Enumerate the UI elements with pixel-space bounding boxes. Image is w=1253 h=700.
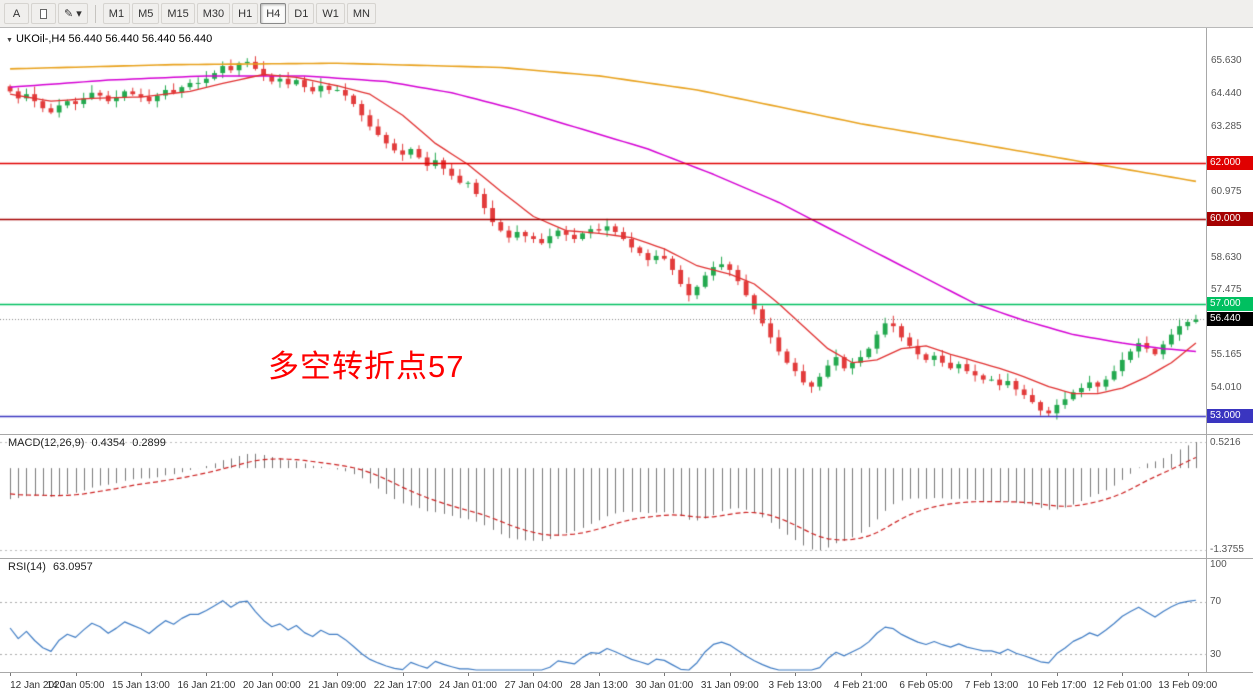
price-level-badge: 60.000	[1207, 212, 1253, 227]
timeframe-m30-button[interactable]: M30	[196, 3, 231, 24]
time-axis-tick	[206, 672, 207, 676]
rsi-name: RSI(14)	[8, 561, 46, 573]
macd-axis-max: 0.5216	[1210, 437, 1241, 448]
time-axis-tick	[1057, 672, 1058, 676]
time-axis-label: 28 Jan 13:00	[569, 680, 628, 691]
time-axis-label: 6 Feb 05:00	[899, 680, 953, 691]
macd-signal-value: 0.2899	[132, 437, 166, 449]
price-axis-label: 60.975	[1211, 185, 1242, 197]
rsi-panel	[0, 558, 1253, 672]
price-level-badge: 57.000	[1207, 296, 1253, 311]
toolbar: A ✎ ▾ M1 M5 M15 M30 H1 H4 D1 W1 MN	[0, 0, 1253, 28]
macd-axis-min: -1.3755	[1210, 544, 1244, 555]
time-axis-label: 24 Jan 01:00	[439, 680, 497, 691]
time-axis-tick	[664, 672, 665, 676]
time-axis-label: 12 Jan 2020	[10, 680, 66, 691]
rsi-axis-100: 100	[1210, 559, 1227, 570]
price-level-badge: 62.000	[1207, 156, 1253, 171]
time-axis-tick	[1122, 672, 1123, 676]
template-tool-button[interactable]	[31, 3, 56, 24]
timeframe-m1-button[interactable]: M1	[102, 3, 131, 24]
quick-trade-caret-icon[interactable]: ▼	[6, 37, 13, 44]
timeframe-mn-button[interactable]: MN	[346, 3, 376, 24]
price-axis-label: 65.630	[1211, 54, 1242, 66]
time-axis-label: 13 Feb 09:00	[1158, 680, 1218, 691]
time-axis-tick	[76, 672, 77, 676]
time-axis-tick	[10, 672, 11, 676]
time-axis-tick	[599, 672, 600, 676]
price-axis-label: 58.630	[1211, 251, 1242, 263]
arrow-tool-button[interactable]: A	[4, 3, 29, 24]
time-axis-label: 7 Feb 13:00	[964, 680, 1019, 691]
time-axis-tick	[1188, 672, 1189, 676]
time-axis-tick	[861, 672, 862, 676]
document-icon	[40, 8, 47, 19]
timeframe-d1-button[interactable]: D1	[288, 3, 315, 24]
macd-canvas[interactable]	[0, 434, 1253, 558]
timeframe-m5-button[interactable]: M5	[132, 3, 160, 24]
price-scale-border	[1206, 28, 1207, 672]
time-axis-tick	[141, 672, 142, 676]
macd-label: MACD(12,26,9) 0.4354 0.2899	[8, 437, 166, 449]
timeframe-m15-button[interactable]: M15	[161, 3, 195, 24]
chart-annotation-text[interactable]: 多空转折点57	[268, 349, 465, 384]
time-axis-tick	[991, 672, 992, 676]
panel-separator	[0, 672, 1253, 673]
time-axis-tick	[337, 672, 338, 676]
time-axis-tick	[533, 672, 534, 676]
draw-tool-button[interactable]: ✎ ▾	[58, 3, 88, 24]
toolbar-separator	[94, 4, 96, 23]
timeframe-h4-button[interactable]: H4	[260, 3, 287, 24]
price-axis-label: 64.440	[1211, 88, 1242, 100]
time-axis-label: 22 Jan 17:00	[373, 680, 432, 691]
time-axis-label: 30 Jan 01:00	[635, 680, 694, 691]
chart-title: ▼ UKOil-,H4 56.440 56.440 56.440 56.440	[6, 33, 212, 45]
time-axis-label: 10 Feb 17:00	[1027, 680, 1087, 691]
macd-panel	[0, 434, 1253, 558]
tool-buttons-group: A ✎ ▾	[4, 3, 88, 24]
price-panel	[0, 28, 1253, 434]
price-axis-label: 63.285	[1211, 120, 1242, 132]
price-chart-canvas[interactable]	[0, 28, 1253, 434]
time-axis-tick	[730, 672, 731, 676]
macd-name: MACD(12,26,9)	[8, 437, 85, 449]
timeframe-w1-button[interactable]: W1	[316, 3, 345, 24]
time-axis-tick	[795, 672, 796, 676]
price-axis-label: 54.010	[1211, 381, 1242, 393]
rsi-axis-30: 30	[1210, 649, 1222, 660]
price-level-badge: 53.000	[1207, 409, 1253, 424]
rsi-label: RSI(14) 63.0957	[8, 561, 93, 573]
rsi-canvas[interactable]	[0, 558, 1253, 672]
time-axis-tick	[403, 672, 404, 676]
time-axis-label: 3 Feb 13:00	[768, 680, 822, 691]
time-axis-label: 12 Feb 01:00	[1092, 680, 1152, 691]
rsi-value: 63.0957	[52, 561, 93, 573]
rsi-axis-70: 70	[1210, 596, 1222, 607]
time-axis-label: 27 Jan 04:00	[504, 680, 563, 691]
time-axis-label: 14 Jan 05:00	[46, 680, 105, 691]
time-axis-label: 21 Jan 09:00	[308, 680, 367, 691]
timeframe-h1-button[interactable]: H1	[232, 3, 259, 24]
time-axis[interactable]: 12 Jan 2020 14 Jan 05:00 15 Jan 13:00 16 Ja…	[0, 672, 1253, 700]
chart-title-text: UKOil-,H4 56.440 56.440 56.440 56.440	[15, 33, 213, 45]
time-axis-label: 20 Jan 00:00	[242, 680, 301, 691]
panel-separator[interactable]	[0, 434, 1253, 435]
time-axis-label: 15 Jan 13:00	[112, 680, 170, 691]
time-axis-label: 31 Jan 09:00	[700, 680, 759, 691]
time-axis-tick	[272, 672, 273, 676]
time-axis-label: 16 Jan 21:00	[177, 680, 236, 691]
price-axis-label: 55.165	[1211, 349, 1242, 361]
panel-separator[interactable]	[0, 558, 1253, 559]
time-axis-tick	[926, 672, 927, 676]
time-axis-label: 4 Feb 21:00	[833, 680, 888, 691]
current-price-badge: 56.440	[1207, 312, 1253, 327]
time-axis-tick	[468, 672, 469, 676]
price-axis-label: 57.475	[1211, 284, 1242, 296]
macd-main-value: 0.4354	[91, 437, 126, 449]
timeframe-buttons-group: M1 M5 M15 M30 H1 H4 D1 W1 MN	[102, 3, 376, 24]
